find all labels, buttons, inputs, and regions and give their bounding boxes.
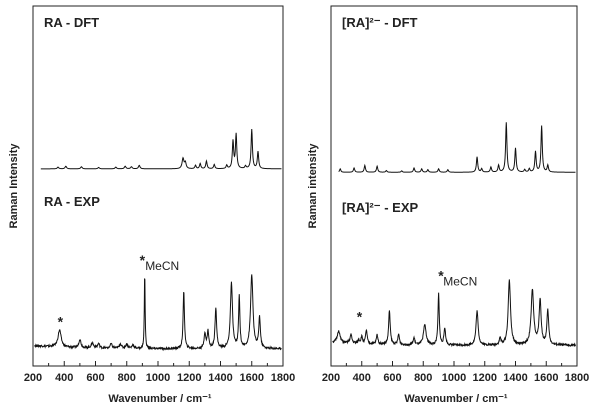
left-plot-frame <box>32 5 284 367</box>
left-annotation-star: * <box>58 314 64 330</box>
left-annotation-star: * <box>140 252 146 268</box>
right-x-ticks: 200 400 600 800 1000 1200 1400 1600 1800 <box>322 361 589 384</box>
left-bottom-panel-label: RA - EXP <box>44 194 100 209</box>
right-annotations: ** MeCN <box>357 267 478 324</box>
right-x-tick-label: 1400 <box>503 372 527 384</box>
right-plot-frame <box>330 5 578 367</box>
left-series-exp-line <box>34 274 282 352</box>
left-x-tick-label: 600 <box>86 372 104 384</box>
right-x-tick-label: 400 <box>353 372 371 384</box>
left-y-axis-label: Raman Intensity <box>8 143 20 229</box>
left-x-tick-label: 1200 <box>177 372 201 384</box>
right-annotation-star: * <box>357 308 363 324</box>
left-x-tick-label: 200 <box>24 372 42 384</box>
left-x-axis-label: Wavenumber / cm⁻¹ <box>108 393 212 405</box>
right-annotation-label: MeCN <box>443 274 477 288</box>
left-top-panel-label: RA - DFT <box>44 15 99 30</box>
right-series-dft-line <box>338 122 576 173</box>
right-annotation-star: * <box>438 267 444 283</box>
left-x-tick-label: 1000 <box>146 372 170 384</box>
right-x-tick-label: 800 <box>414 372 432 384</box>
right-x-tick-label: 1000 <box>442 372 466 384</box>
right-top-panel-label: [RA]²⁻ - DFT <box>342 15 418 30</box>
right-bottom-panel-label: [RA]²⁻ - EXP <box>342 200 419 215</box>
left-x-tick-label: 1800 <box>271 372 295 384</box>
left-x-tick-label: 800 <box>118 372 136 384</box>
right-panel: 200 400 600 800 1000 1200 1400 1600 1800 [RA]²⁻ … <box>307 5 589 405</box>
left-x-tick-label: 1400 <box>208 372 232 384</box>
right-x-axis-label: Wavenumber / cm⁻¹ <box>404 393 508 405</box>
right-x-tick-label: 200 <box>322 372 340 384</box>
left-annotations: ** MeCN <box>58 252 180 330</box>
left-x-ticks: 200 400 600 800 1000 1200 1400 1600 1800 <box>24 361 295 384</box>
left-annotation-label: MeCN <box>145 259 179 273</box>
left-x-tick-label: 400 <box>55 372 73 384</box>
left-curves <box>34 128 282 352</box>
right-x-tick-label: 600 <box>383 372 401 384</box>
right-series-exp-line <box>332 279 576 348</box>
left-x-tick-label: 1600 <box>240 372 264 384</box>
left-panel: 200 400 600 800 1000 1200 1400 1600 1800 RA - DF… <box>8 5 295 405</box>
right-x-tick-label: 1200 <box>473 372 497 384</box>
right-y-axis-label: Raman intensity <box>307 143 319 229</box>
right-x-tick-label: 1600 <box>534 372 558 384</box>
left-series-dft-line <box>40 128 282 170</box>
right-x-tick-label: 1800 <box>565 372 589 384</box>
right-curves <box>332 122 576 348</box>
